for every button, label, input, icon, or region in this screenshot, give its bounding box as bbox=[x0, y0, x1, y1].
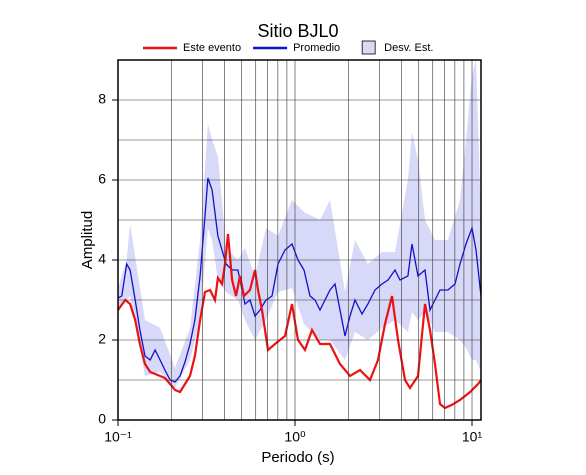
x-axis-label: Periodo (s) bbox=[261, 449, 334, 466]
y-tick-label: 8 bbox=[98, 91, 106, 107]
y-axis-label: Amplitud bbox=[79, 211, 96, 269]
chart-title: Sitio BJL0 bbox=[257, 21, 338, 41]
y-tick-label: 2 bbox=[98, 331, 106, 347]
legend-swatch bbox=[361, 40, 376, 55]
y-tick-label: 0 bbox=[98, 411, 106, 427]
legend-label: Este evento bbox=[183, 42, 241, 54]
y-tick-label: 6 bbox=[98, 171, 106, 187]
legend-label: Desv. Est. bbox=[384, 42, 433, 54]
series-line bbox=[118, 233, 481, 410]
x-tick-label: 10⁰ bbox=[284, 429, 306, 445]
legend-label: Promedio bbox=[293, 42, 340, 54]
series-line bbox=[118, 177, 481, 383]
y-tick-label: 4 bbox=[98, 251, 106, 267]
x-tick-label: 10¹ bbox=[462, 429, 483, 445]
plot-area bbox=[118, 60, 481, 410]
plot-frame bbox=[117, 59, 482, 421]
std-band bbox=[118, 60, 481, 388]
x-tick-label: 10⁻¹ bbox=[104, 429, 132, 445]
